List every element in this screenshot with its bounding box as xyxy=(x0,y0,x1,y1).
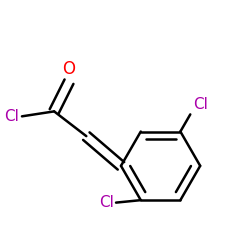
Text: Cl: Cl xyxy=(4,109,20,124)
Text: O: O xyxy=(62,60,76,78)
Text: Cl: Cl xyxy=(193,97,208,112)
Text: Cl: Cl xyxy=(99,195,114,210)
